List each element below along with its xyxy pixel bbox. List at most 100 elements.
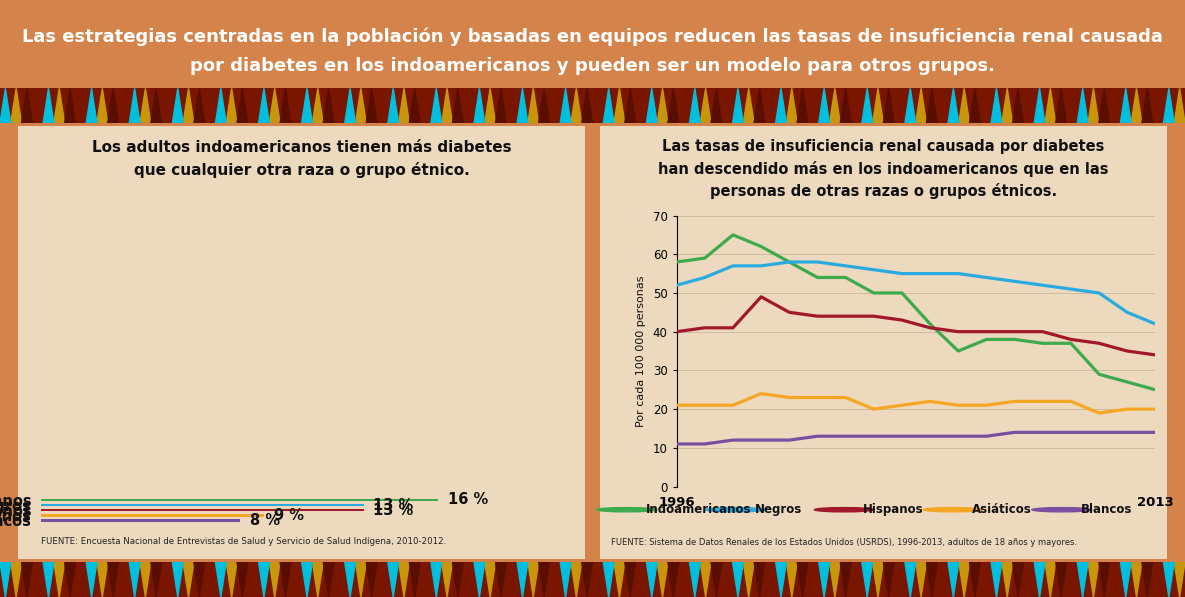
Polygon shape xyxy=(442,562,453,597)
Polygon shape xyxy=(269,88,280,123)
Polygon shape xyxy=(1132,88,1142,123)
Polygon shape xyxy=(711,88,722,123)
Polygon shape xyxy=(366,88,377,123)
Polygon shape xyxy=(571,88,582,123)
Polygon shape xyxy=(453,562,463,597)
Polygon shape xyxy=(1045,88,1056,123)
FancyBboxPatch shape xyxy=(6,117,597,568)
Polygon shape xyxy=(603,562,614,597)
Polygon shape xyxy=(614,562,624,597)
Polygon shape xyxy=(614,88,624,123)
Bar xyxy=(41,519,239,522)
Polygon shape xyxy=(1056,88,1066,123)
Polygon shape xyxy=(442,88,453,123)
Polygon shape xyxy=(776,88,787,123)
Polygon shape xyxy=(1120,88,1132,123)
Text: Indoamericanos: Indoamericanos xyxy=(646,503,751,516)
Polygon shape xyxy=(916,88,927,123)
Polygon shape xyxy=(819,88,829,123)
Polygon shape xyxy=(840,88,851,123)
Polygon shape xyxy=(345,562,356,597)
Polygon shape xyxy=(129,562,140,597)
Polygon shape xyxy=(495,88,506,123)
Text: Asiáticos: Asiáticos xyxy=(972,503,1032,516)
Polygon shape xyxy=(624,562,635,597)
Polygon shape xyxy=(140,562,150,597)
Polygon shape xyxy=(1174,88,1185,123)
FancyBboxPatch shape xyxy=(0,88,1185,123)
Polygon shape xyxy=(732,562,743,597)
Polygon shape xyxy=(280,88,290,123)
Circle shape xyxy=(705,507,766,512)
Polygon shape xyxy=(194,562,205,597)
Text: 8 %: 8 % xyxy=(250,513,280,528)
Polygon shape xyxy=(872,562,883,597)
Polygon shape xyxy=(280,562,290,597)
Polygon shape xyxy=(43,562,53,597)
Bar xyxy=(41,498,437,501)
Circle shape xyxy=(923,507,982,512)
Polygon shape xyxy=(1142,562,1153,597)
Polygon shape xyxy=(1088,562,1098,597)
Polygon shape xyxy=(302,88,313,123)
Text: Hispanos: Hispanos xyxy=(864,503,924,516)
Polygon shape xyxy=(43,88,53,123)
Polygon shape xyxy=(743,88,754,123)
Text: 16 %: 16 % xyxy=(448,493,488,507)
Polygon shape xyxy=(916,562,927,597)
Text: Negros: Negros xyxy=(755,503,802,516)
Polygon shape xyxy=(1013,88,1024,123)
Polygon shape xyxy=(711,562,722,597)
Polygon shape xyxy=(700,88,711,123)
Polygon shape xyxy=(840,562,851,597)
Polygon shape xyxy=(150,88,161,123)
Polygon shape xyxy=(1056,562,1066,597)
Polygon shape xyxy=(108,562,118,597)
Polygon shape xyxy=(237,88,248,123)
Polygon shape xyxy=(969,562,980,597)
Polygon shape xyxy=(1088,88,1098,123)
Polygon shape xyxy=(453,88,463,123)
Polygon shape xyxy=(21,88,32,123)
Polygon shape xyxy=(485,562,495,597)
Polygon shape xyxy=(87,88,97,123)
Polygon shape xyxy=(561,88,571,123)
Polygon shape xyxy=(258,562,269,597)
Polygon shape xyxy=(905,562,916,597)
Polygon shape xyxy=(646,88,658,123)
Polygon shape xyxy=(754,88,764,123)
Polygon shape xyxy=(302,562,313,597)
Polygon shape xyxy=(668,88,679,123)
Polygon shape xyxy=(582,88,592,123)
Polygon shape xyxy=(184,88,194,123)
Polygon shape xyxy=(269,562,280,597)
Polygon shape xyxy=(690,562,700,597)
Text: 13 %: 13 % xyxy=(373,503,414,518)
Polygon shape xyxy=(561,562,571,597)
Polygon shape xyxy=(216,562,226,597)
Circle shape xyxy=(814,507,875,512)
Polygon shape xyxy=(776,562,787,597)
Polygon shape xyxy=(474,88,485,123)
Polygon shape xyxy=(108,88,118,123)
Polygon shape xyxy=(11,88,21,123)
Polygon shape xyxy=(1001,562,1013,597)
Polygon shape xyxy=(883,562,895,597)
FancyBboxPatch shape xyxy=(0,562,1185,597)
Polygon shape xyxy=(658,562,668,597)
Text: Las estrategias centradas en la población y basadas en equipos reducen las tasas: Las estrategias centradas en la població… xyxy=(23,28,1162,47)
Polygon shape xyxy=(53,562,65,597)
Polygon shape xyxy=(129,88,140,123)
Polygon shape xyxy=(948,88,959,123)
Polygon shape xyxy=(194,88,205,123)
Text: FUENTE: Encuesta Nacional de Entrevistas de Salud y Servicio de Salud Indígena, : FUENTE: Encuesta Nacional de Entrevistas… xyxy=(40,537,446,546)
Polygon shape xyxy=(87,562,97,597)
Polygon shape xyxy=(658,88,668,123)
Polygon shape xyxy=(798,88,808,123)
Polygon shape xyxy=(172,88,184,123)
Polygon shape xyxy=(345,88,356,123)
Polygon shape xyxy=(324,88,334,123)
Bar xyxy=(41,514,264,516)
Polygon shape xyxy=(97,88,108,123)
Polygon shape xyxy=(883,88,895,123)
